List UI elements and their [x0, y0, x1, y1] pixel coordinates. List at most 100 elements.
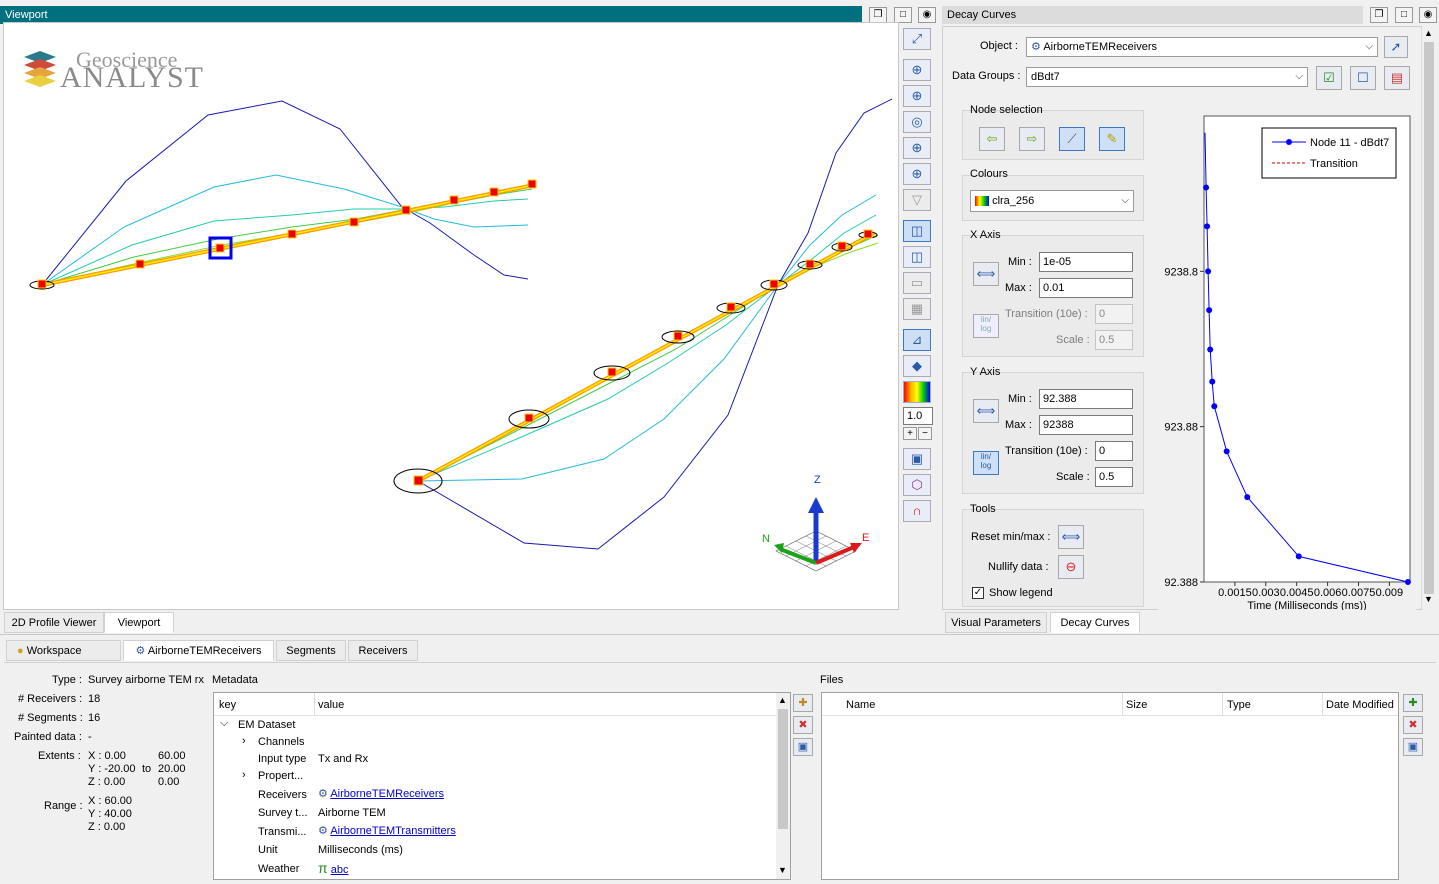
files-col-type[interactable]: Type — [1227, 699, 1251, 711]
legend-series-marker — [1286, 139, 1292, 145]
scroll-down-icon[interactable]: ▼ — [1424, 594, 1433, 604]
view-west-icon[interactable]: ⊕ — [903, 163, 931, 185]
data-point — [1244, 494, 1251, 501]
view-east-icon[interactable]: ⊕ — [903, 137, 931, 159]
maximize-button[interactable]: □ — [894, 7, 912, 23]
tab-2d-profile-viewer[interactable]: 2D Profile Viewer — [4, 612, 104, 633]
receiver-markers-right[interactable] — [393, 229, 878, 494]
tab-receivers[interactable]: Receivers — [348, 640, 418, 661]
transmitters-link[interactable]: ⚙ AirborneTEMTransmitters — [318, 825, 456, 837]
metadata-tree[interactable]: key value ⌵ EM Dataset › Channels Input … — [213, 692, 791, 880]
perspective-icon[interactable]: ◫ — [903, 220, 931, 242]
ruler-icon[interactable]: ▭ — [903, 272, 931, 294]
nullify-data-button[interactable]: ⊖ — [1058, 555, 1084, 579]
y-max-input[interactable]: 92388 — [1039, 415, 1133, 435]
tree-row-key[interactable]: Channels — [258, 736, 305, 748]
tab-workspace[interactable]: ● Workspace — [6, 640, 121, 661]
y-min-input[interactable]: 92.388 — [1039, 389, 1133, 409]
y-transition-spinner[interactable]: 0 — [1095, 441, 1133, 461]
receivers-link[interactable]: ⚙ AirborneTEMReceivers — [318, 788, 445, 800]
metadata-col-key[interactable]: key — [219, 699, 237, 711]
receiver-markers-left[interactable] — [29, 179, 537, 290]
tab-decay-curves[interactable]: Decay Curves — [1050, 612, 1140, 633]
chevron-right-icon[interactable]: › — [242, 769, 246, 781]
scroll-up-icon[interactable]: ▲ — [1424, 28, 1433, 38]
draw-node-icon[interactable]: ✎ — [1099, 127, 1125, 151]
colorbar-icon[interactable] — [903, 381, 931, 403]
scroll-up-icon[interactable]: ▲ — [778, 695, 787, 705]
reset-minmax-button[interactable]: ⟺ — [1058, 525, 1084, 549]
zoom-in-button[interactable]: + — [903, 427, 917, 440]
pick-object-button[interactable]: ➚ — [1384, 36, 1408, 58]
y-scale-input[interactable]: 0.5 — [1095, 467, 1133, 487]
weather-link[interactable]: π abc — [318, 860, 349, 876]
check-all-button[interactable]: ☑ — [1316, 66, 1342, 90]
float-button[interactable]: ❐ — [869, 7, 887, 23]
viewport-3d-scene[interactable]: Z N E — [4, 23, 899, 610]
y-reset-button[interactable]: ⟺ — [973, 399, 999, 423]
decay-chart[interactable]: 9238.8 923.88 92.388 0.0015 0.003 0.0045 0.006… — [1158, 114, 1416, 610]
x-transition-spinner[interactable]: 0 — [1095, 304, 1133, 324]
decay-hide-icon[interactable]: ◉ — [1419, 7, 1437, 23]
object-select[interactable]: ⚙ AirborneTEMReceivers ⌵ — [1026, 37, 1378, 57]
show-legend-checkbox[interactable]: ✓ — [972, 587, 984, 599]
paint-icon[interactable]: ◆ — [903, 355, 931, 377]
tree-row-key[interactable]: EM Dataset — [238, 719, 296, 731]
tree-row-key: Weather — [258, 863, 300, 875]
filter-icon[interactable]: ▽ — [903, 189, 931, 211]
scroll-down-icon[interactable]: ▼ — [778, 865, 787, 875]
orthographic-icon[interactable]: ◫ — [903, 246, 931, 268]
prev-node-button[interactable]: ⇦ — [979, 127, 1005, 151]
files-remove-button[interactable]: ✖ — [1403, 716, 1423, 734]
metadata-scrollbar[interactable]: ▲ ▼ — [776, 693, 790, 879]
x-min-input[interactable]: 1e-05 — [1039, 252, 1133, 272]
selected-node-marker[interactable] — [208, 236, 233, 260]
decay-float-button[interactable]: ❐ — [1370, 7, 1388, 23]
tab-segments[interactable]: Segments — [276, 640, 346, 661]
view-center-icon[interactable]: ◎ — [903, 111, 931, 133]
pick-node-icon[interactable]: ⟋ — [1059, 127, 1085, 151]
decay-scrollbar[interactable]: ▲ ▼ — [1421, 28, 1436, 608]
x-linlog-button[interactable]: lin/log — [973, 314, 999, 338]
grid-icon[interactable]: ▦ — [903, 298, 931, 320]
files-col-name[interactable]: Name — [846, 699, 876, 711]
files-add-button[interactable]: ✚ — [1403, 694, 1423, 712]
metadata-add-button[interactable]: ✚ — [793, 694, 813, 712]
colours-select[interactable]: clra_256 ⌵ — [970, 190, 1134, 212]
data-properties-button[interactable]: ▤ — [1384, 66, 1410, 90]
next-node-button[interactable]: ⇨ — [1019, 127, 1045, 151]
hide-eye-icon[interactable]: ◉ — [918, 7, 936, 23]
tab-viewport[interactable]: Viewport — [104, 612, 174, 633]
files-table[interactable]: Name Size Type Date Modified — [821, 692, 1399, 880]
tree-row-key[interactable]: Propert... — [258, 770, 304, 782]
chevron-right-icon[interactable]: › — [242, 735, 246, 747]
viewport-canvas[interactable]: Geoscience ANALYST — [3, 22, 899, 610]
files-col-date[interactable]: Date Modified — [1326, 699, 1394, 711]
chevron-down-icon[interactable]: ⌵ — [220, 717, 229, 729]
y-linlog-button[interactable]: lin/log — [973, 451, 999, 475]
metadata-save-button[interactable]: ▣ — [793, 738, 813, 756]
x-reset-button[interactable]: ⟺ — [973, 262, 999, 286]
decay-titlebar: Decay Curves — [942, 6, 1363, 24]
axes-toggle-icon[interactable]: ⊿ — [903, 329, 931, 351]
view-top-icon[interactable]: ⊕ — [903, 59, 931, 81]
files-col-size[interactable]: Size — [1126, 699, 1148, 711]
tab-airborne-tem-receivers[interactable]: ⚙ AirborneTEMReceivers — [123, 640, 274, 661]
datagroups-select[interactable]: dBdt7 ⌵ — [1026, 67, 1308, 87]
x-scale-input[interactable]: 0.5 — [1095, 330, 1133, 350]
cube-icon[interactable]: ⬡ — [903, 474, 931, 496]
files-save-button[interactable]: ▣ — [1403, 738, 1423, 756]
metadata-col-value[interactable]: value — [318, 699, 345, 711]
x-max-input[interactable]: 0.01 — [1039, 278, 1133, 298]
zoom-factor-input[interactable]: 1.0 — [903, 407, 933, 425]
zoom-out-button[interactable]: − — [918, 427, 932, 440]
magnet-icon[interactable]: ∩ — [903, 500, 931, 522]
metadata-delete-button[interactable]: ✖ — [793, 716, 813, 734]
view-north-icon[interactable]: ⊕ — [903, 85, 931, 107]
tab-visual-parameters[interactable]: Visual Parameters — [945, 612, 1047, 633]
zoom-extents-icon[interactable]: ⤢ — [903, 28, 931, 50]
uncheck-all-button[interactable]: ☐ — [1350, 66, 1376, 90]
y-min-label: Min : — [1008, 393, 1032, 405]
decay-maximize-button[interactable]: □ — [1395, 7, 1413, 23]
screenshot-icon[interactable]: ▣ — [903, 448, 931, 470]
